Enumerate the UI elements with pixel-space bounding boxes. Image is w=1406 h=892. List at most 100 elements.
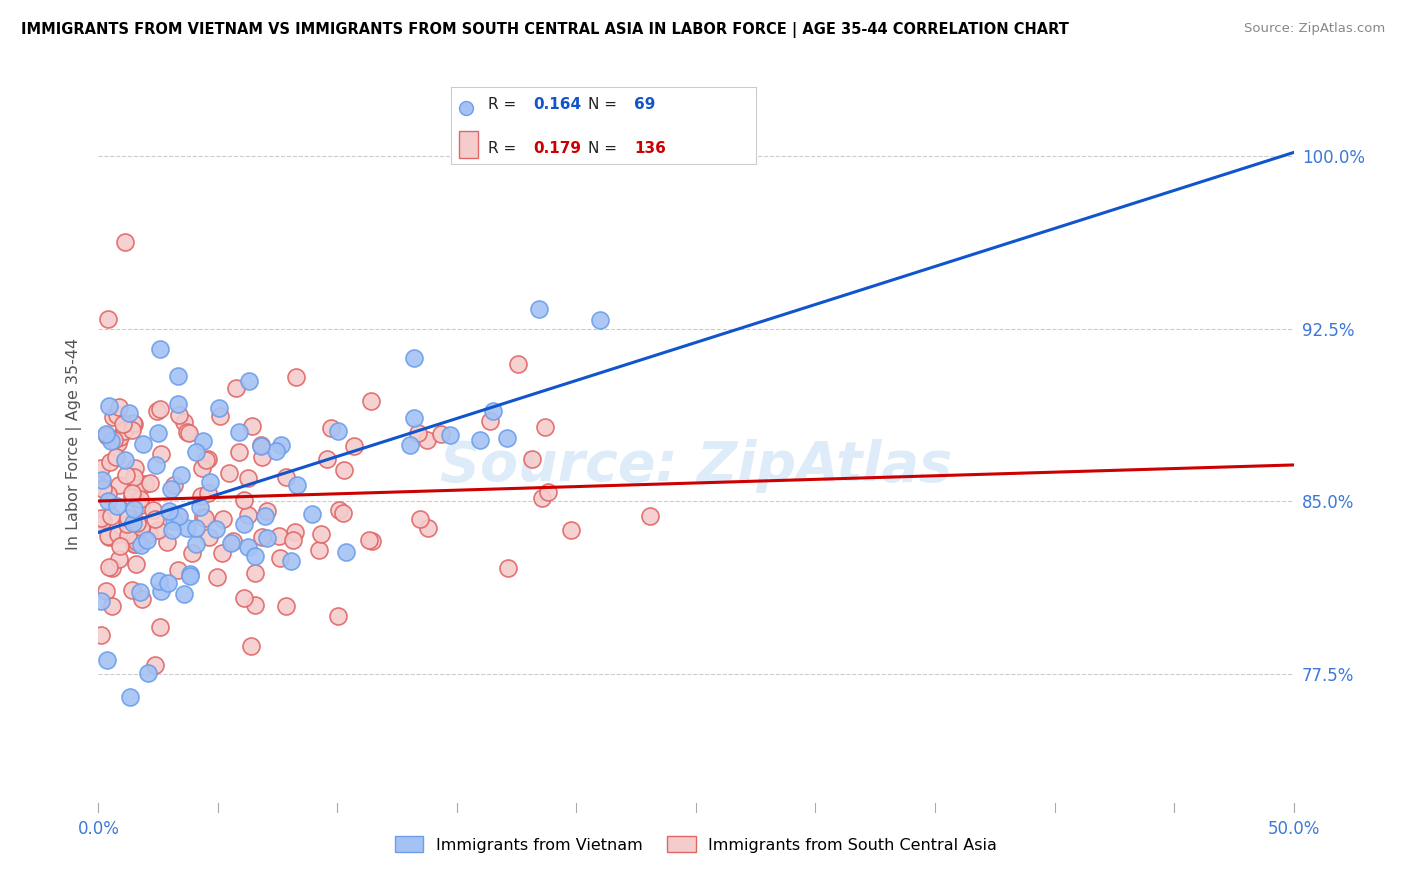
Point bbox=[166, 397, 188, 411]
Point bbox=[124, 537, 146, 551]
Point bbox=[240, 418, 263, 433]
Point bbox=[145, 458, 167, 472]
Point bbox=[148, 425, 170, 440]
Point bbox=[159, 482, 181, 496]
Point bbox=[198, 475, 221, 490]
Point bbox=[496, 561, 519, 575]
Y-axis label: In Labor Force | Age 35-44: In Labor Force | Age 35-44 bbox=[66, 338, 83, 549]
Point bbox=[222, 534, 245, 549]
Point bbox=[121, 583, 143, 598]
Point bbox=[104, 450, 127, 465]
Point bbox=[129, 519, 152, 533]
Point bbox=[398, 438, 420, 452]
Point bbox=[101, 599, 124, 613]
Point bbox=[139, 475, 162, 490]
Point bbox=[256, 531, 278, 545]
Point bbox=[122, 470, 145, 484]
Point bbox=[146, 523, 169, 537]
Point bbox=[121, 423, 143, 437]
Text: Source: ZipAtlas.com: Source: ZipAtlas.com bbox=[1244, 22, 1385, 36]
Point bbox=[150, 584, 173, 599]
Point bbox=[167, 509, 190, 524]
Point bbox=[191, 434, 214, 448]
Point bbox=[105, 499, 128, 513]
Point bbox=[122, 536, 145, 550]
Point bbox=[127, 481, 149, 495]
Point bbox=[121, 490, 143, 504]
Point bbox=[114, 235, 136, 249]
Point bbox=[208, 401, 231, 415]
Text: IMMIGRANTS FROM VIETNAM VS IMMIGRANTS FROM SOUTH CENTRAL ASIA IN LABOR FORCE | A: IMMIGRANTS FROM VIETNAM VS IMMIGRANTS FR… bbox=[21, 22, 1069, 38]
Point bbox=[408, 425, 430, 440]
Point bbox=[404, 411, 426, 425]
Point bbox=[136, 665, 159, 680]
Point bbox=[250, 438, 273, 452]
Point bbox=[98, 455, 121, 469]
Point bbox=[360, 393, 382, 408]
Point bbox=[269, 550, 291, 565]
Point bbox=[243, 549, 266, 563]
Point bbox=[90, 511, 112, 525]
Point bbox=[276, 470, 298, 484]
Point bbox=[114, 453, 136, 467]
Point bbox=[638, 508, 661, 523]
Point bbox=[115, 517, 138, 532]
Point bbox=[184, 445, 207, 459]
Point bbox=[326, 424, 349, 438]
Point bbox=[91, 482, 114, 496]
Point bbox=[157, 504, 180, 518]
Point bbox=[167, 409, 190, 423]
Point bbox=[160, 523, 183, 537]
Point bbox=[149, 402, 172, 417]
Point bbox=[270, 438, 292, 452]
Point bbox=[97, 487, 120, 501]
Point bbox=[537, 484, 560, 499]
Point bbox=[98, 560, 121, 574]
Point bbox=[142, 503, 165, 517]
Point bbox=[124, 461, 146, 475]
Point bbox=[108, 477, 131, 491]
Point bbox=[360, 534, 382, 549]
Point bbox=[264, 444, 287, 458]
Point bbox=[132, 436, 155, 450]
Point bbox=[105, 408, 128, 422]
Point bbox=[143, 658, 166, 673]
Point bbox=[115, 467, 138, 482]
Point bbox=[138, 526, 160, 541]
Point bbox=[90, 473, 112, 487]
Point bbox=[173, 415, 195, 429]
Point bbox=[150, 447, 173, 461]
Point bbox=[197, 451, 219, 466]
Point bbox=[122, 417, 145, 432]
Point bbox=[184, 521, 207, 535]
Point bbox=[122, 417, 145, 431]
Point bbox=[91, 479, 114, 493]
Point bbox=[228, 445, 250, 459]
Point bbox=[163, 514, 186, 528]
Point bbox=[122, 501, 145, 516]
Point bbox=[145, 403, 167, 417]
Point bbox=[90, 516, 112, 531]
Point bbox=[148, 574, 170, 588]
Point bbox=[96, 583, 118, 598]
Point bbox=[250, 450, 273, 464]
Point bbox=[97, 312, 120, 326]
Point bbox=[96, 653, 118, 667]
Point bbox=[188, 500, 211, 515]
Point bbox=[236, 540, 259, 554]
Point bbox=[107, 436, 129, 450]
Point bbox=[236, 471, 259, 485]
Point bbox=[125, 535, 148, 549]
Point bbox=[134, 476, 156, 491]
Point bbox=[402, 351, 425, 365]
Point bbox=[176, 425, 198, 440]
Point bbox=[91, 513, 114, 527]
Point bbox=[117, 511, 139, 525]
Point bbox=[280, 554, 302, 568]
Text: Source: ZipAtlas: Source: ZipAtlas bbox=[440, 439, 952, 493]
Point bbox=[284, 525, 307, 540]
Point bbox=[207, 569, 229, 583]
Point bbox=[108, 430, 131, 444]
Point bbox=[179, 568, 201, 582]
Point bbox=[527, 301, 550, 316]
